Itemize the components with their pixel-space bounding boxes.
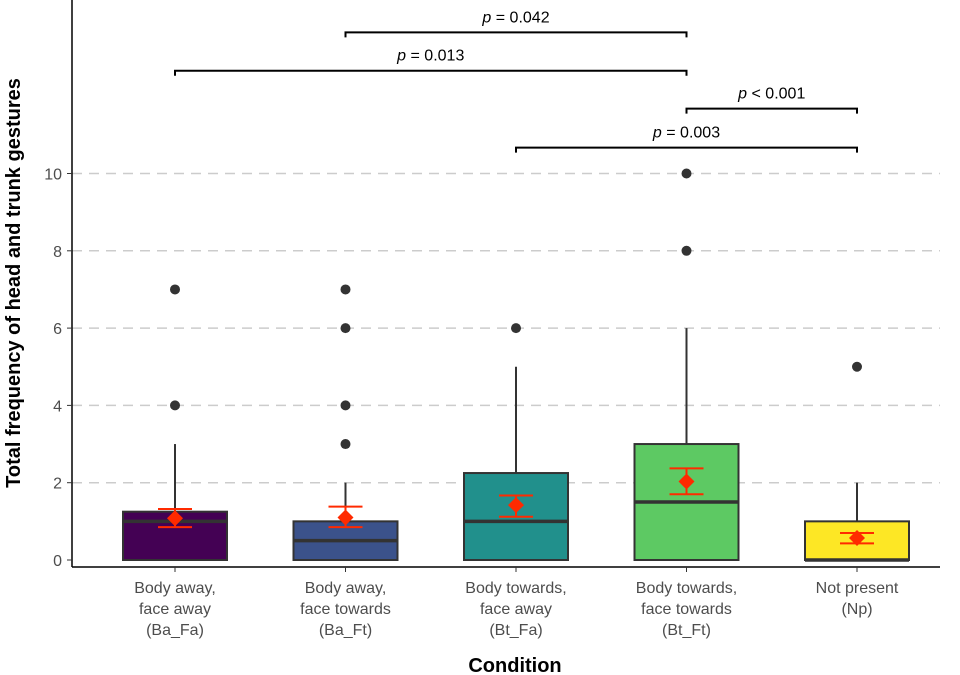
y-tick-label: 8 bbox=[53, 244, 62, 261]
outlier-point bbox=[340, 284, 351, 295]
x-tick-label: (Ba_Fa) bbox=[146, 622, 204, 639]
x-tick-label: face towards bbox=[300, 601, 391, 618]
p-value: = 0.042 bbox=[491, 9, 549, 26]
x-tick-label: face away bbox=[139, 601, 211, 618]
boxes bbox=[122, 168, 910, 562]
bracket bbox=[344, 31, 688, 38]
x-tick-label: Not present bbox=[816, 580, 899, 597]
outlier-point bbox=[681, 245, 692, 256]
y-axis-title: Total frequency of head and trunk gestur… bbox=[3, 78, 25, 488]
y-tick-label: 0 bbox=[53, 553, 62, 570]
x-tick-label: face away bbox=[480, 601, 552, 618]
x-tick-label: Body towards, bbox=[636, 580, 737, 597]
p-symbol: p bbox=[481, 9, 491, 26]
p-value-label: p = 0.013 bbox=[396, 48, 464, 65]
outlier-point bbox=[852, 361, 862, 372]
p-value-label: p < 0.001 bbox=[737, 86, 805, 103]
x-tick-label: face towards bbox=[641, 601, 732, 618]
y-tick-label: 4 bbox=[53, 398, 62, 415]
x-tick-label: (Bt_Ft) bbox=[662, 622, 711, 639]
p-value: = 0.003 bbox=[662, 125, 720, 142]
outlier-point bbox=[681, 168, 692, 179]
x-tick-label: (Np) bbox=[841, 601, 872, 618]
p-value: = 0.013 bbox=[406, 48, 464, 65]
outlier-point bbox=[170, 400, 180, 411]
bracket bbox=[174, 69, 688, 76]
outlier-point bbox=[511, 323, 521, 334]
outlier-point bbox=[340, 439, 351, 450]
x-tick-label: Body towards, bbox=[465, 580, 566, 597]
mean-marker bbox=[678, 473, 695, 490]
bracket bbox=[685, 107, 858, 114]
x-axis-title: Condition bbox=[468, 655, 561, 675]
p-symbol: p bbox=[652, 125, 662, 142]
y-ticks: 0 2 4 6 8 10 bbox=[44, 167, 72, 570]
x-tick-label: (Bt_Fa) bbox=[489, 622, 542, 639]
x-tick-label: Body away, bbox=[134, 580, 216, 597]
p-value-label: p = 0.042 bbox=[481, 9, 549, 26]
gridlines bbox=[72, 172, 940, 484]
mean-marker bbox=[849, 529, 865, 546]
outlier-point bbox=[170, 284, 180, 295]
x-tick-label: Body away, bbox=[305, 580, 387, 597]
y-tick-label: 2 bbox=[53, 476, 62, 493]
outlier-point bbox=[340, 400, 351, 411]
mean-marker bbox=[508, 497, 524, 514]
x-ticks: Body away, face away (Ba_Fa) Body away, face… bbox=[134, 567, 899, 639]
p-symbol: p bbox=[737, 86, 747, 103]
y-tick-label: 6 bbox=[53, 321, 62, 338]
p-value-label: p = 0.003 bbox=[652, 125, 720, 142]
bracket bbox=[515, 146, 858, 153]
mean-marker bbox=[337, 509, 354, 526]
p-symbol: p bbox=[396, 48, 406, 65]
mean-marker bbox=[167, 510, 183, 527]
outlier-point bbox=[340, 323, 351, 334]
x-tick-label: (Ba_Ft) bbox=[319, 622, 372, 639]
p-value: < 0.001 bbox=[747, 86, 805, 103]
y-tick-label: 10 bbox=[44, 167, 62, 184]
